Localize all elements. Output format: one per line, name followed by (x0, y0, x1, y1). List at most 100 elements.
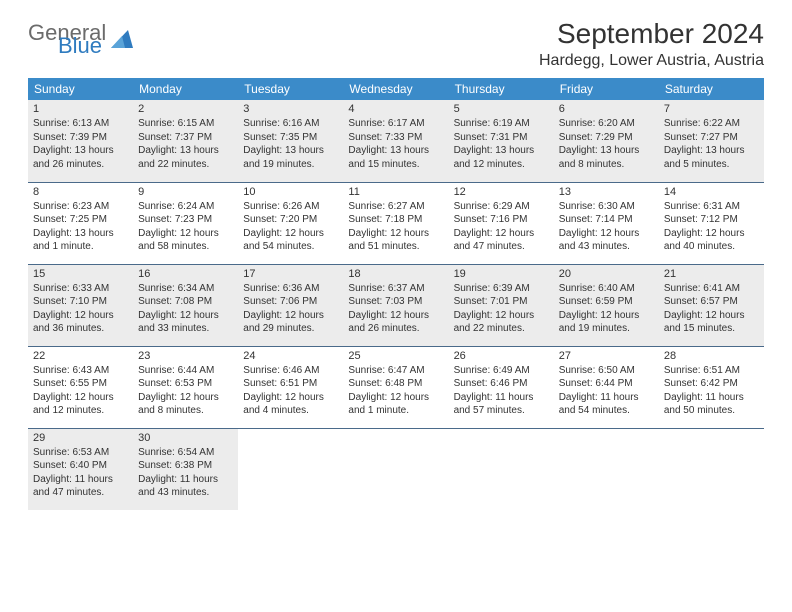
day-info: Sunrise: 6:53 AMSunset: 6:40 PMDaylight:… (33, 446, 128, 500)
logo: General Blue (28, 24, 133, 55)
day-header-row: Sunday Monday Tuesday Wednesday Thursday… (28, 78, 764, 100)
day-header: Thursday (449, 78, 554, 100)
calendar-cell: 27 Sunrise: 6:50 AMSunset: 6:44 PMDayligh… (554, 346, 659, 428)
calendar-cell: 2 Sunrise: 6:15 AMSunset: 7:37 PMDaylight… (133, 100, 238, 182)
day-info: Sunrise: 6:39 AMSunset: 7:01 PMDaylight:… (454, 282, 549, 336)
day-info: Sunrise: 6:40 AMSunset: 6:59 PMDaylight:… (559, 282, 654, 336)
day-number: 30 (138, 432, 233, 444)
day-header: Friday (554, 78, 659, 100)
day-info: Sunrise: 6:51 AMSunset: 6:42 PMDaylight:… (664, 364, 759, 418)
day-info: Sunrise: 6:13 AMSunset: 7:39 PMDaylight:… (33, 117, 128, 171)
day-info: Sunrise: 6:24 AMSunset: 7:23 PMDaylight:… (138, 200, 233, 254)
day-info: Sunrise: 6:41 AMSunset: 6:57 PMDaylight:… (664, 282, 759, 336)
calendar-cell (238, 428, 343, 510)
day-header: Wednesday (343, 78, 448, 100)
calendar-cell (449, 428, 554, 510)
day-number: 22 (33, 350, 128, 362)
calendar-cell (343, 428, 448, 510)
calendar-cell: 1 Sunrise: 6:13 AMSunset: 7:39 PMDaylight… (28, 100, 133, 182)
day-number: 5 (454, 103, 549, 115)
day-number: 12 (454, 186, 549, 198)
day-number: 24 (243, 350, 338, 362)
day-number: 23 (138, 350, 233, 362)
calendar-row: 8 Sunrise: 6:23 AMSunset: 7:25 PMDaylight… (28, 182, 764, 264)
day-number: 7 (664, 103, 759, 115)
page-title: September 2024 (539, 18, 764, 50)
day-number: 27 (559, 350, 654, 362)
day-info: Sunrise: 6:22 AMSunset: 7:27 PMDaylight:… (664, 117, 759, 171)
day-header: Saturday (659, 78, 764, 100)
day-number: 16 (138, 268, 233, 280)
day-number: 25 (348, 350, 443, 362)
calendar-cell: 3 Sunrise: 6:16 AMSunset: 7:35 PMDaylight… (238, 100, 343, 182)
calendar-cell: 14Sunrise: 6:31 AMSunset: 7:12 PMDayligh… (659, 182, 764, 264)
day-header: Sunday (28, 78, 133, 100)
calendar-cell: 30 Sunrise: 6:54 AMSunset: 6:38 PMDayligh… (133, 428, 238, 510)
day-info: Sunrise: 6:31 AMSunset: 7:12 PMDaylight:… (664, 200, 759, 254)
calendar-cell: 4Sunrise: 6:17 AMSunset: 7:33 PMDaylight… (343, 100, 448, 182)
calendar-cell: 22 Sunrise: 6:43 AMSunset: 6:55 PMDayligh… (28, 346, 133, 428)
day-number: 15 (33, 268, 128, 280)
day-number: 28 (664, 350, 759, 362)
calendar-cell: 17Sunrise: 6:36 AMSunset: 7:06 PMDayligh… (238, 264, 343, 346)
day-number: 17 (243, 268, 338, 280)
calendar-cell: 10Sunrise: 6:26 AMSunset: 7:20 PMDayligh… (238, 182, 343, 264)
day-number: 18 (348, 268, 443, 280)
day-number: 2 (138, 103, 233, 115)
day-number: 3 (243, 103, 338, 115)
calendar-cell: 26 Sunrise: 6:49 AMSunset: 6:46 PMDayligh… (449, 346, 554, 428)
day-number: 26 (454, 350, 549, 362)
day-number: 20 (559, 268, 654, 280)
day-info: Sunrise: 6:33 AMSunset: 7:10 PMDaylight:… (33, 282, 128, 336)
day-number: 1 (33, 103, 128, 115)
day-info: Sunrise: 6:50 AMSunset: 6:44 PMDaylight:… (559, 364, 654, 418)
location-text: Hardegg, Lower Austria, Austria (539, 52, 764, 70)
calendar-row: 22 Sunrise: 6:43 AMSunset: 6:55 PMDayligh… (28, 346, 764, 428)
calendar-cell: 5 Sunrise: 6:19 AMSunset: 7:31 PMDaylight… (449, 100, 554, 182)
calendar-cell: 18 Sunrise: 6:37 AMSunset: 7:03 PMDayligh… (343, 264, 448, 346)
calendar-cell: 23 Sunrise: 6:44 AMSunset: 6:53 PMDayligh… (133, 346, 238, 428)
calendar-row: 1 Sunrise: 6:13 AMSunset: 7:39 PMDaylight… (28, 100, 764, 182)
calendar-cell: 7 Sunrise: 6:22 AMSunset: 7:27 PMDaylight… (659, 100, 764, 182)
calendar-cell (554, 428, 659, 510)
calendar-cell: 8 Sunrise: 6:23 AMSunset: 7:25 PMDaylight… (28, 182, 133, 264)
calendar-cell: 24Sunrise: 6:46 AMSunset: 6:51 PMDayligh… (238, 346, 343, 428)
day-info: Sunrise: 6:19 AMSunset: 7:31 PMDaylight:… (454, 117, 549, 171)
calendar-cell: 29Sunrise: 6:53 AMSunset: 6:40 PMDayligh… (28, 428, 133, 510)
day-number: 21 (664, 268, 759, 280)
day-info: Sunrise: 6:44 AMSunset: 6:53 PMDaylight:… (138, 364, 233, 418)
day-number: 8 (33, 186, 128, 198)
day-info: Sunrise: 6:27 AMSunset: 7:18 PMDaylight:… (348, 200, 443, 254)
calendar-cell (659, 428, 764, 510)
calendar-cell: 19Sunrise: 6:39 AMSunset: 7:01 PMDayligh… (449, 264, 554, 346)
day-number: 11 (348, 186, 443, 198)
calendar-cell: 12 Sunrise: 6:29 AMSunset: 7:16 PMDayligh… (449, 182, 554, 264)
day-info: Sunrise: 6:29 AMSunset: 7:16 PMDaylight:… (454, 200, 549, 254)
day-info: Sunrise: 6:20 AMSunset: 7:29 PMDaylight:… (559, 117, 654, 171)
day-info: Sunrise: 6:49 AMSunset: 6:46 PMDaylight:… (454, 364, 549, 418)
calendar-cell: 21 Sunrise: 6:41 AMSunset: 6:57 PMDayligh… (659, 264, 764, 346)
day-info: Sunrise: 6:23 AMSunset: 7:25 PMDaylight:… (33, 200, 128, 254)
day-info: Sunrise: 6:54 AMSunset: 6:38 PMDaylight:… (138, 446, 233, 500)
calendar-cell: 28 Sunrise: 6:51 AMSunset: 6:42 PMDayligh… (659, 346, 764, 428)
header: General Blue September 2024 Hardegg, Low… (28, 18, 764, 70)
day-number: 9 (138, 186, 233, 198)
day-info: Sunrise: 6:30 AMSunset: 7:14 PMDaylight:… (559, 200, 654, 254)
day-info: Sunrise: 6:15 AMSunset: 7:37 PMDaylight:… (138, 117, 233, 171)
day-info: Sunrise: 6:17 AMSunset: 7:33 PMDaylight:… (348, 117, 443, 171)
day-number: 13 (559, 186, 654, 198)
calendar-cell: 16 Sunrise: 6:34 AMSunset: 7:08 PMDayligh… (133, 264, 238, 346)
calendar-cell: 6 Sunrise: 6:20 AMSunset: 7:29 PMDaylight… (554, 100, 659, 182)
day-info: Sunrise: 6:16 AMSunset: 7:35 PMDaylight:… (243, 117, 338, 171)
day-info: Sunrise: 6:43 AMSunset: 6:55 PMDaylight:… (33, 364, 128, 418)
calendar-cell: 25Sunrise: 6:47 AMSunset: 6:48 PMDayligh… (343, 346, 448, 428)
day-info: Sunrise: 6:37 AMSunset: 7:03 PMDaylight:… (348, 282, 443, 336)
calendar-table: Sunday Monday Tuesday Wednesday Thursday… (28, 78, 764, 510)
day-info: Sunrise: 6:34 AMSunset: 7:08 PMDaylight:… (138, 282, 233, 336)
calendar-cell: 20 Sunrise: 6:40 AMSunset: 6:59 PMDayligh… (554, 264, 659, 346)
calendar-cell: 15 Sunrise: 6:33 AMSunset: 7:10 PMDayligh… (28, 264, 133, 346)
calendar-row: 29Sunrise: 6:53 AMSunset: 6:40 PMDayligh… (28, 428, 764, 510)
day-number: 6 (559, 103, 654, 115)
calendar-cell: 11 Sunrise: 6:27 AMSunset: 7:18 PMDayligh… (343, 182, 448, 264)
day-info: Sunrise: 6:26 AMSunset: 7:20 PMDaylight:… (243, 200, 338, 254)
